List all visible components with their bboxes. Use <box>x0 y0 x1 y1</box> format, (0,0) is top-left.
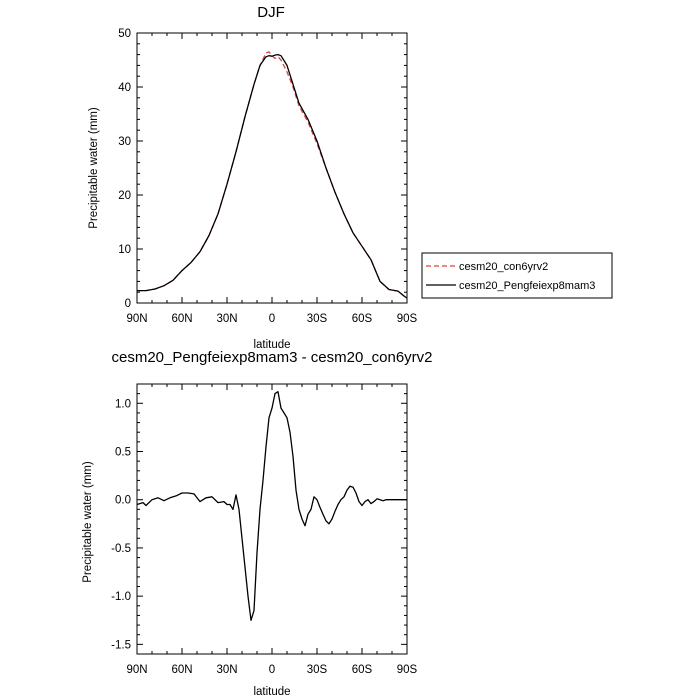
bottom-x-tick-label: 30S <box>307 664 328 676</box>
bottom-y-tick-label: -1.5 <box>111 639 131 651</box>
top-x-tick-label: 90N <box>126 313 147 325</box>
bottom-y-tick-label: -0.5 <box>111 543 131 555</box>
legend-frame <box>421 252 613 299</box>
legend-label-pengfeiexp8mam3: cesm20_Pengfeiexp8mam3 <box>459 280 595 292</box>
top-chart-panel: DJF Precipitable water (mm) latitude 90N… <box>88 4 613 351</box>
bottom-chart-panel: cesm20_Pengfeiexp8mam3 - cesm20_con6yrv2… <box>82 349 433 698</box>
bottom-chart-xlabel: latitude <box>253 686 290 698</box>
top-y-tick-label: 0 <box>125 298 131 310</box>
top-y-tick-label: 10 <box>118 244 131 256</box>
top-series-line-1 <box>137 53 408 299</box>
bottom-y-tick-label: 0.0 <box>115 495 131 507</box>
top-x-tick-label: 30S <box>307 313 328 325</box>
legend: cesm20_con6yrv2 cesm20_Pengfeiexp8mam3 <box>421 252 613 299</box>
top-chart-ylabel: Precipitable water (mm) <box>88 107 100 229</box>
bottom-x-tick-label: 0 <box>269 664 275 676</box>
top-chart-xlabel: latitude <box>253 339 290 351</box>
top-x-tick-label: 60N <box>171 313 192 325</box>
bottom-chart-title: cesm20_Pengfeiexp8mam3 - cesm20_con6yrv2 <box>112 349 433 366</box>
bottom-x-tick-label: 90N <box>126 664 147 676</box>
bottom-x-tick-label: 60S <box>352 664 373 676</box>
bottom-series-line-0 <box>136 391 407 621</box>
bottom-x-tick-label: 90S <box>397 664 418 676</box>
bottom-y-tick-label: -1.0 <box>111 591 131 603</box>
bottom-chart-frame <box>136 383 408 655</box>
top-y-tick-label: 20 <box>118 190 131 202</box>
top-x-tick-label: 90S <box>397 313 418 325</box>
top-series-line-0 <box>137 51 408 299</box>
bottom-chart-ylabel: Precipitable water (mm) <box>82 461 94 583</box>
top-y-tick-label: 30 <box>118 136 131 148</box>
top-x-tick-label: 30N <box>216 313 237 325</box>
bottom-x-tick-label: 30N <box>216 664 237 676</box>
bottom-x-tick-label: 60N <box>171 664 192 676</box>
top-x-tick-label: 60S <box>352 313 373 325</box>
top-y-tick-label: 40 <box>118 82 131 94</box>
bottom-y-tick-label: 1.0 <box>115 398 131 410</box>
top-x-tick-label: 0 <box>269 313 275 325</box>
legend-label-con6yrv2: cesm20_con6yrv2 <box>459 261 548 273</box>
top-chart-title: DJF <box>257 4 285 21</box>
top-y-tick-label: 50 <box>118 28 131 40</box>
bottom-y-tick-label: 0.5 <box>115 447 131 459</box>
top-chart-frame <box>136 32 408 304</box>
